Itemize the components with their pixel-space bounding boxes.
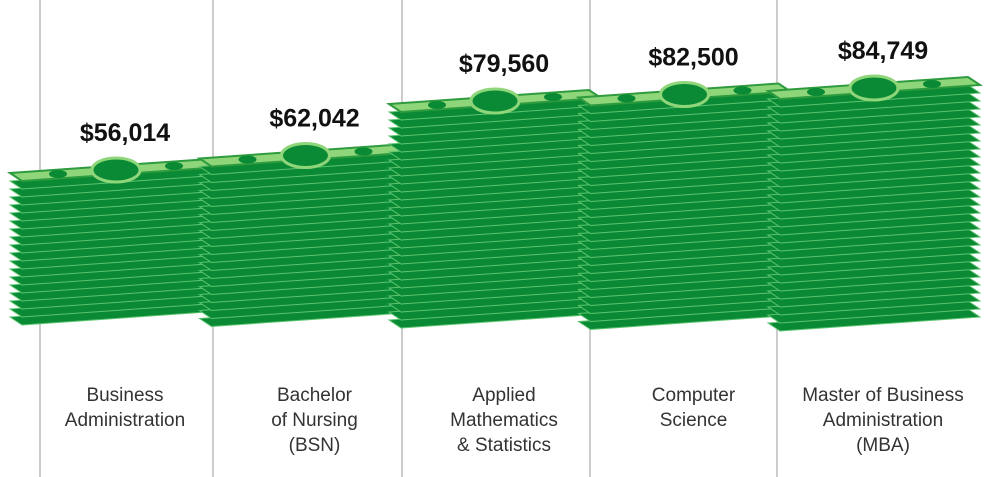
- bill-dot: [355, 148, 373, 156]
- value-label: $79,560: [459, 50, 549, 78]
- category-label: Computer Science: [604, 383, 784, 433]
- money-stack: [579, 83, 791, 330]
- bill-seal: [471, 89, 519, 113]
- value-label: $84,749: [838, 37, 928, 65]
- bill-seal: [282, 144, 330, 168]
- bill-dot: [923, 80, 941, 88]
- category-label: Applied Mathematics & Statistics: [414, 383, 594, 458]
- bill-dot: [544, 93, 562, 101]
- bill-dot: [165, 162, 183, 170]
- bill-dot: [807, 88, 825, 96]
- bill-dot: [239, 156, 257, 164]
- bill-dot: [428, 101, 446, 109]
- value-label: $56,014: [80, 119, 170, 147]
- money-stack: [200, 144, 412, 327]
- money-stack: [389, 89, 601, 328]
- bill-seal: [661, 83, 709, 107]
- category-label: Bachelor of Nursing (BSN): [225, 383, 405, 458]
- bill-seal: [850, 76, 898, 100]
- category-label: Master of Business Administration (MBA): [793, 383, 973, 458]
- bill-seal: [92, 158, 140, 182]
- bill-dot: [734, 87, 752, 95]
- value-label: $62,042: [269, 105, 359, 133]
- bill-dot: [49, 170, 67, 178]
- page: {"chart_data": {"type": "bar", "categori…: [0, 0, 992, 477]
- money-stack: [768, 76, 980, 331]
- category-label: Business Administration: [35, 383, 215, 433]
- money-stack: [10, 158, 222, 325]
- value-label: $82,500: [648, 44, 738, 72]
- bill-dot: [618, 95, 636, 103]
